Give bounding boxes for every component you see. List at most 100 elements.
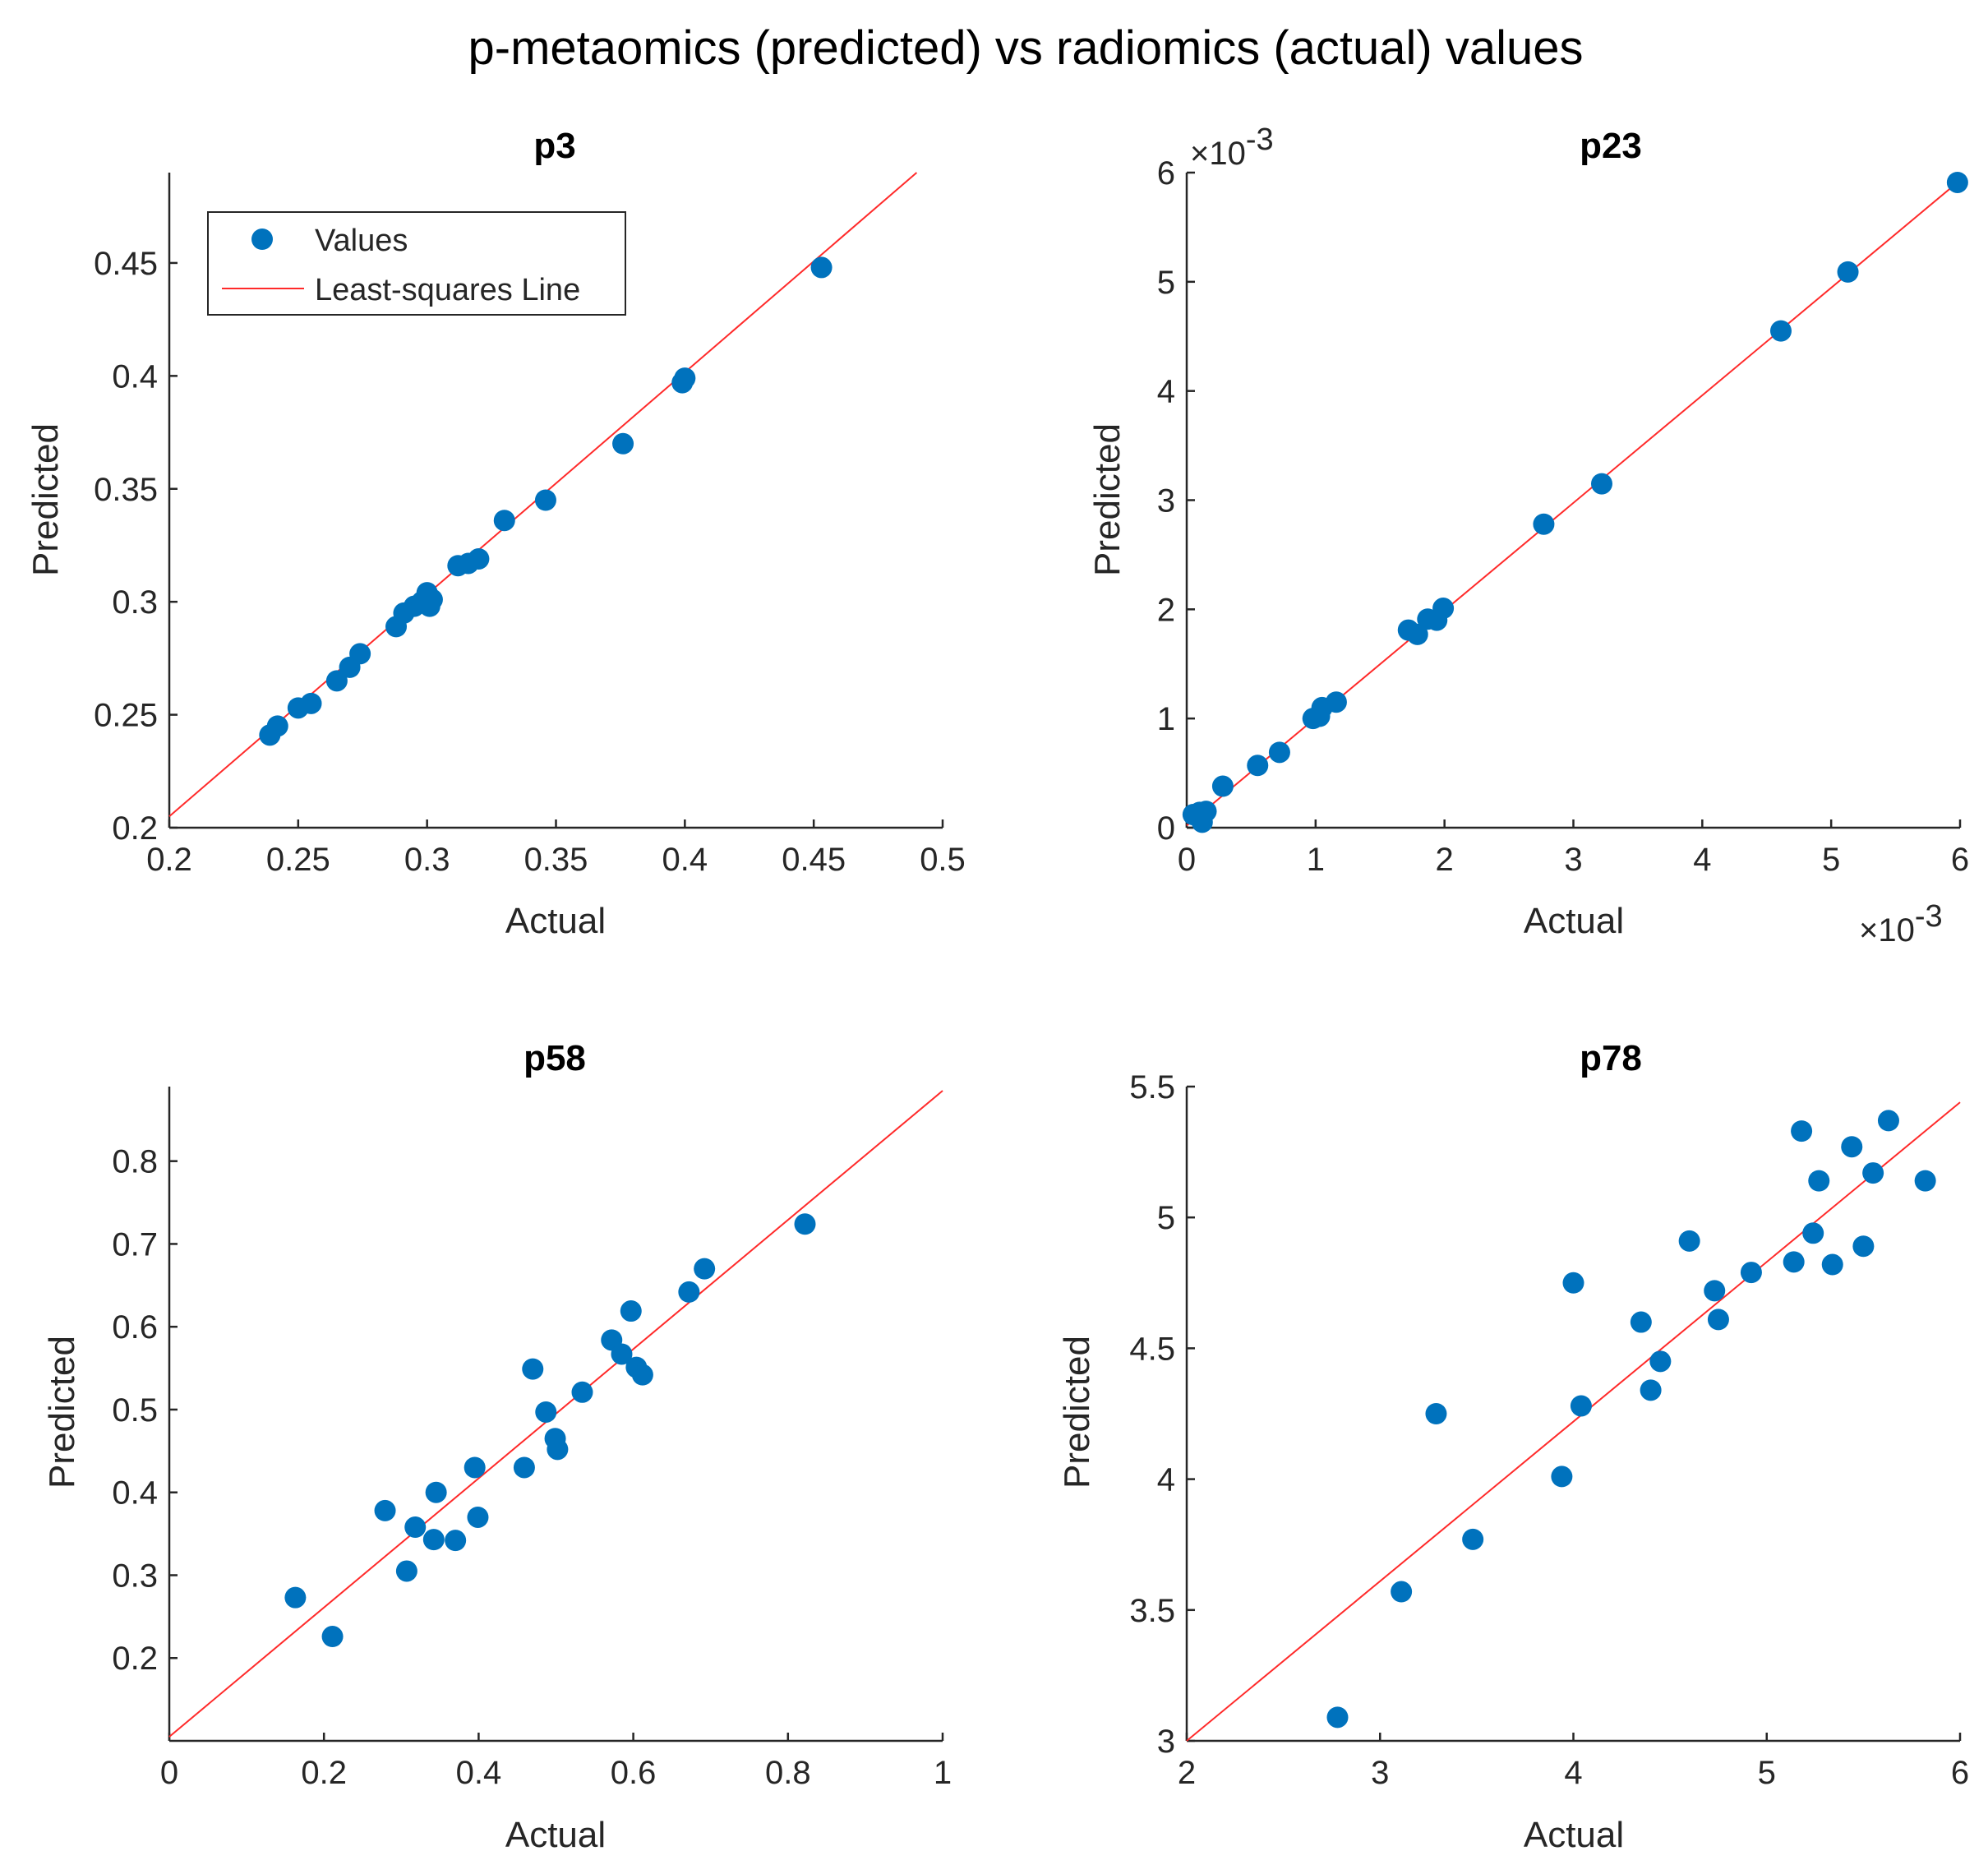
data-point [534, 489, 556, 511]
y-tick-label: 3 [1157, 1724, 1175, 1760]
data-point [620, 1300, 642, 1322]
y-tick-label: 4.5 [1129, 1331, 1175, 1367]
x-tick-label: 2 [1178, 1755, 1196, 1791]
data-point [1406, 623, 1428, 645]
plot-title: p23 [1580, 126, 1642, 166]
data-point [1432, 598, 1455, 620]
data-point [464, 1456, 486, 1479]
y-axis-label: Predicted [42, 1336, 82, 1489]
plot-title: p3 [533, 126, 575, 166]
x-axis-label: Actual [505, 1815, 606, 1855]
plot-p3: p3 0.2 0.25 0.3 0.35 0.4 0.45 0.5 0.2 0.25 0.3 0.3… [25, 126, 966, 941]
x-tick-label: 0 [1178, 842, 1196, 878]
plot-p58: p58 0 0.2 0.4 0.6 0.8 10.20.30.40.50.60.70.8 … [42, 1038, 952, 1855]
data-point [1862, 1162, 1884, 1184]
x-tick-label: 0.4 [662, 842, 708, 878]
data-point [674, 367, 696, 390]
data-point [631, 1364, 653, 1386]
x-tick-label: 6 [1951, 1755, 1969, 1791]
x-tick-label: 3 [1371, 1755, 1389, 1791]
x-multiplier-exponent: -3 [1915, 899, 1943, 934]
data-point [493, 510, 515, 532]
y-tick-label: 0.4 [112, 358, 158, 395]
data-point [522, 1358, 544, 1380]
y-multiplier-exponent: -3 [1246, 122, 1274, 157]
x-tick-label: 0.35 [524, 842, 588, 878]
axes: 2 3 4 5 633.544.555.5 [1129, 1069, 1969, 1791]
data-point [1562, 1272, 1584, 1294]
data-point [1914, 1170, 1936, 1192]
data-points [1186, 1101, 1961, 1742]
y-tick-label: 4 [1157, 1462, 1175, 1498]
data-point [395, 1560, 417, 1582]
x-tick-label: 0.4 [456, 1755, 502, 1791]
data-point [1852, 1235, 1875, 1258]
plot-title: p58 [524, 1038, 586, 1078]
x-axis-label: Actual [1524, 1815, 1624, 1855]
x-tick-label: 0.25 [266, 842, 330, 878]
data-point [404, 1516, 427, 1539]
x-tick-label: 0.8 [765, 1755, 811, 1791]
y-tick-label: 0.6 [112, 1309, 158, 1345]
y-tick-label: 0.7 [112, 1226, 158, 1262]
data-point [1211, 775, 1234, 797]
x-tick-label: 0.5 [920, 842, 966, 878]
axes: 0 0.2 0.4 0.6 0.8 1 0.2 0.3 0.4 0.5 0.6 0.7 0.8 [112, 1087, 952, 1791]
data-point [571, 1381, 593, 1403]
y-tick-label: 5.5 [1129, 1069, 1175, 1105]
figure-title: p-metaomics (predicted) vs radiomics (ac… [468, 21, 1584, 75]
data-point [1946, 171, 1968, 193]
data-point [374, 1499, 396, 1521]
data-point [1877, 1110, 1899, 1132]
y-axis-label: Predicted [1087, 423, 1128, 576]
least-squares-line [1186, 1101, 1961, 1742]
legend: Values Least-squares Line [207, 211, 626, 316]
data-point [1770, 320, 1792, 342]
y-tick-label: 0.8 [112, 1144, 158, 1180]
data-point [513, 1456, 535, 1479]
data-point [266, 715, 288, 737]
legend-label-fit-line: Least-squares Line [315, 273, 580, 307]
x-tick-label: 0.45 [782, 842, 846, 878]
y-axis-label: Predicted [1057, 1336, 1097, 1489]
data-point [300, 692, 322, 714]
y-tick-label: 3.5 [1129, 1593, 1175, 1629]
y-tick-label: 3 [1157, 483, 1175, 519]
data-points [1182, 171, 1968, 833]
x-tick-label: 4 [1564, 1755, 1582, 1791]
data-point [1704, 1280, 1726, 1302]
data-point [1391, 1581, 1413, 1603]
data-point [1630, 1311, 1652, 1333]
y-tick-label: 0 [1157, 810, 1175, 847]
y-tick-label: 0.3 [112, 584, 158, 621]
data-point [612, 432, 634, 455]
data-point [1640, 1379, 1662, 1401]
data-point [1649, 1350, 1672, 1373]
data-point [349, 643, 371, 665]
x-tick-label: 0.2 [146, 842, 192, 878]
x-tick-label: 1 [1307, 842, 1325, 878]
data-point [1791, 1120, 1813, 1142]
data-point [535, 1401, 557, 1423]
x-tick-label: 3 [1564, 842, 1582, 878]
data-point [1841, 1136, 1863, 1158]
y-tick-label: 0.45 [94, 246, 158, 282]
data-point [1268, 741, 1290, 764]
x-tick-label: 5 [1758, 1755, 1776, 1791]
data-point [422, 1529, 445, 1551]
legend-label-values: Values [315, 224, 408, 258]
data-point [1591, 473, 1613, 495]
data-point [1740, 1262, 1762, 1284]
data-point [1247, 755, 1269, 777]
data-point [611, 1343, 633, 1365]
data-point [1783, 1251, 1805, 1273]
x-multiplier-base: ×10 [1859, 912, 1915, 949]
data-points [168, 172, 918, 818]
data-point [1533, 513, 1555, 535]
data-point [1326, 1706, 1349, 1729]
x-tick-label: 5 [1822, 842, 1840, 878]
data-point [425, 1481, 447, 1503]
y-tick-label: 0.5 [112, 1392, 158, 1429]
